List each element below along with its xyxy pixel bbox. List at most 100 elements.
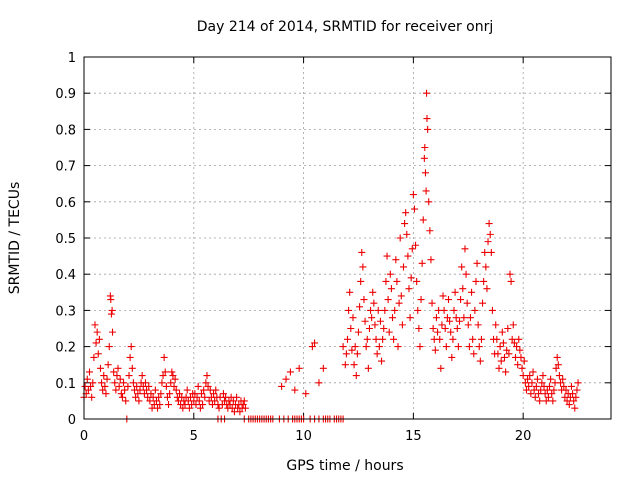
data-point — [393, 277, 401, 285]
data-point — [186, 393, 194, 401]
data-point — [196, 404, 204, 412]
data-point — [135, 397, 143, 405]
data-point — [415, 325, 423, 332]
data-point — [88, 393, 96, 401]
data-point — [158, 379, 166, 387]
data-point — [89, 379, 97, 387]
x-tick-label: 10 — [295, 429, 312, 444]
data-point — [114, 364, 122, 372]
data-point — [102, 390, 110, 398]
data-point — [210, 390, 218, 398]
data-point — [120, 379, 128, 387]
data-point — [483, 285, 491, 293]
data-point — [197, 390, 205, 398]
data-point — [362, 343, 370, 351]
data-point — [127, 343, 135, 351]
data-point — [359, 263, 367, 271]
data-point — [567, 382, 575, 390]
data-point — [425, 198, 433, 206]
data-point — [401, 220, 409, 228]
data-point — [470, 350, 478, 358]
data-point — [502, 368, 510, 376]
data-point — [94, 350, 102, 358]
data-point — [510, 339, 518, 347]
data-point — [382, 277, 390, 285]
data-point — [399, 263, 407, 271]
data-point — [405, 285, 413, 293]
data-point — [361, 317, 369, 325]
x-tick-label: 5 — [190, 429, 198, 444]
data-point — [479, 299, 487, 307]
data-point — [574, 379, 582, 387]
data-point — [469, 335, 477, 343]
data-point — [440, 306, 448, 314]
data-point — [156, 401, 164, 409]
data-point — [286, 368, 294, 376]
data-point — [117, 390, 125, 398]
data-point — [498, 328, 506, 336]
data-point — [346, 288, 354, 296]
data-point — [140, 390, 148, 398]
data-point — [395, 299, 403, 307]
data-point — [508, 335, 516, 343]
data-point — [497, 357, 505, 365]
data-point — [93, 328, 101, 336]
data-point — [165, 401, 173, 409]
data-point — [195, 397, 203, 405]
data-point — [441, 325, 449, 332]
data-point — [404, 252, 412, 260]
grid-lines — [84, 57, 611, 419]
data-point — [350, 361, 358, 369]
y-tick-label: 1 — [68, 51, 76, 66]
data-point — [365, 325, 373, 332]
data-point — [445, 296, 453, 304]
data-point — [278, 382, 286, 390]
data-point — [476, 357, 484, 365]
data-point — [383, 252, 391, 260]
data-point — [553, 353, 561, 361]
data-point — [503, 346, 511, 354]
data-point — [495, 364, 503, 372]
data-point — [381, 306, 389, 314]
chart-title: Day 214 of 2014, SRMTID for receiver onr… — [197, 19, 494, 35]
data-point — [457, 296, 465, 304]
data-point — [427, 256, 435, 264]
data-point — [171, 375, 179, 383]
data-point — [342, 350, 350, 358]
data-point — [465, 343, 473, 351]
data-point — [517, 353, 525, 361]
data-point — [438, 321, 446, 329]
data-point — [193, 393, 201, 401]
data-point — [417, 296, 425, 304]
data-point — [424, 125, 432, 133]
data-point — [569, 390, 577, 398]
data-point — [315, 379, 323, 387]
data-point — [291, 386, 299, 394]
data-point — [573, 386, 581, 394]
data-point — [516, 346, 524, 354]
data-point — [482, 263, 490, 271]
data-point — [412, 241, 420, 249]
data-point — [461, 245, 469, 253]
data-point — [402, 209, 410, 217]
data-point — [530, 386, 538, 394]
data-point — [363, 335, 371, 343]
data-point — [548, 390, 556, 398]
data-point — [481, 248, 489, 256]
data-point — [122, 397, 130, 405]
data-point — [458, 263, 466, 271]
data-point — [241, 404, 249, 412]
data-point — [385, 328, 393, 336]
data-point — [464, 321, 472, 329]
y-tick-label: 0.3 — [55, 304, 76, 319]
data-point — [486, 230, 494, 238]
data-point — [368, 314, 376, 322]
data-point — [341, 361, 349, 369]
data-point — [146, 397, 154, 405]
data-point — [192, 401, 200, 409]
data-point — [485, 220, 493, 228]
y-tick-label: 0.7 — [55, 160, 76, 175]
data-point — [113, 372, 121, 380]
data-point — [373, 350, 381, 358]
data-point — [473, 259, 481, 267]
